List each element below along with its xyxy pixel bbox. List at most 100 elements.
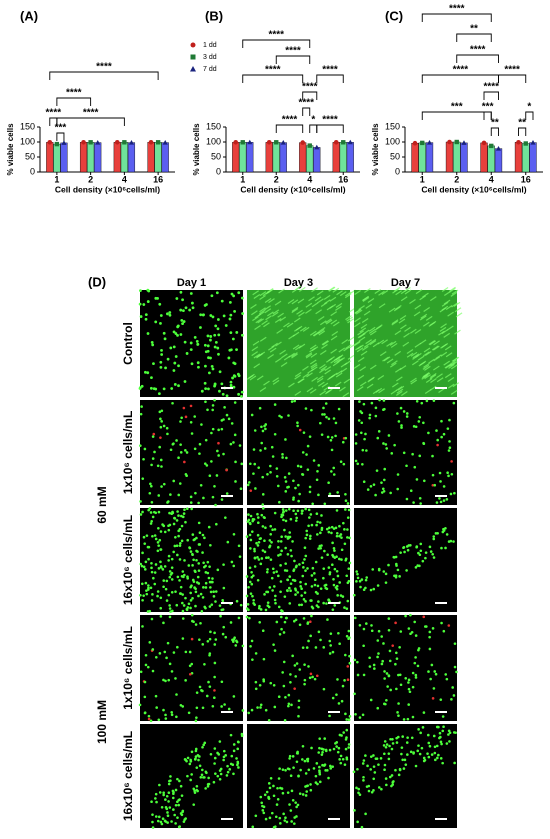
cell	[139, 562, 143, 566]
cell	[156, 296, 159, 300]
cell	[186, 577, 190, 580]
cell	[300, 512, 304, 515]
cell	[216, 318, 220, 321]
cell	[234, 480, 237, 483]
cell	[197, 521, 201, 525]
cell	[303, 591, 307, 594]
cell	[272, 784, 275, 788]
cell	[277, 777, 281, 780]
cell	[201, 643, 205, 646]
cell	[344, 653, 347, 657]
cell	[299, 585, 302, 588]
cell	[315, 762, 319, 765]
cell	[219, 772, 223, 776]
cell	[307, 768, 311, 772]
cell-streak	[272, 309, 280, 315]
cell	[156, 819, 160, 823]
cell	[200, 689, 203, 692]
cell	[164, 820, 168, 823]
cell	[345, 607, 349, 610]
cell	[345, 756, 349, 759]
cell	[144, 663, 148, 667]
cell	[441, 530, 445, 534]
cell	[204, 770, 208, 774]
cell	[162, 793, 165, 797]
cell	[353, 658, 357, 662]
x-tick-label: 2	[274, 174, 279, 184]
cell	[383, 677, 386, 680]
cell	[276, 786, 279, 790]
cell-streak	[324, 369, 331, 375]
cell	[154, 792, 158, 796]
cell-streak	[379, 351, 387, 357]
cell	[383, 768, 386, 772]
cell-streak	[306, 387, 314, 393]
cell	[343, 606, 346, 609]
cell	[335, 532, 339, 535]
cell	[225, 468, 228, 472]
cell	[317, 493, 320, 497]
cell	[428, 545, 432, 549]
cell	[141, 510, 144, 514]
cell	[196, 575, 200, 579]
cell	[405, 464, 408, 468]
cell	[138, 703, 142, 707]
cell	[328, 572, 332, 576]
cell	[296, 750, 299, 754]
cell	[392, 780, 395, 783]
x-axis-label: Cell density (×10⁶cells/ml)	[240, 184, 345, 194]
cell	[453, 491, 456, 495]
cell	[260, 557, 264, 560]
cell	[189, 501, 193, 504]
cell	[172, 792, 175, 795]
cell	[318, 772, 322, 776]
cell	[346, 678, 350, 682]
cell	[418, 415, 422, 419]
cell	[393, 556, 396, 559]
cell	[269, 524, 272, 528]
cell	[287, 693, 291, 697]
cell	[296, 591, 300, 594]
cell	[323, 549, 326, 553]
cell-streak	[344, 293, 352, 299]
cell	[284, 562, 287, 565]
cell	[172, 808, 175, 811]
cell	[139, 315, 143, 318]
y-tick-label: 0	[216, 166, 221, 176]
cell	[167, 528, 171, 532]
cell	[157, 567, 161, 570]
cell-streak	[305, 308, 312, 314]
cell	[247, 513, 250, 516]
cell	[158, 445, 162, 449]
cell	[297, 483, 300, 487]
cell	[322, 576, 325, 580]
cell	[200, 389, 204, 393]
cell-streak	[264, 298, 272, 304]
cell	[203, 343, 207, 347]
cell	[174, 677, 177, 680]
cell	[418, 496, 422, 500]
cell	[184, 449, 187, 452]
cell	[145, 589, 148, 592]
cell	[384, 581, 388, 584]
cell	[179, 703, 183, 707]
cell	[276, 798, 280, 801]
cell	[393, 574, 396, 578]
cell	[262, 657, 266, 661]
cell	[164, 806, 168, 809]
cell	[435, 429, 438, 432]
cell	[160, 409, 164, 413]
cell	[224, 754, 227, 757]
cell	[214, 503, 217, 507]
cell	[283, 595, 287, 598]
cell	[438, 497, 441, 500]
cell	[143, 695, 147, 699]
cell	[222, 314, 226, 318]
cell	[175, 297, 179, 300]
significance-label: ***	[451, 102, 463, 113]
cell	[292, 568, 296, 571]
cell	[214, 590, 218, 593]
cell	[140, 405, 143, 408]
cell	[256, 556, 259, 559]
cell	[180, 574, 184, 578]
